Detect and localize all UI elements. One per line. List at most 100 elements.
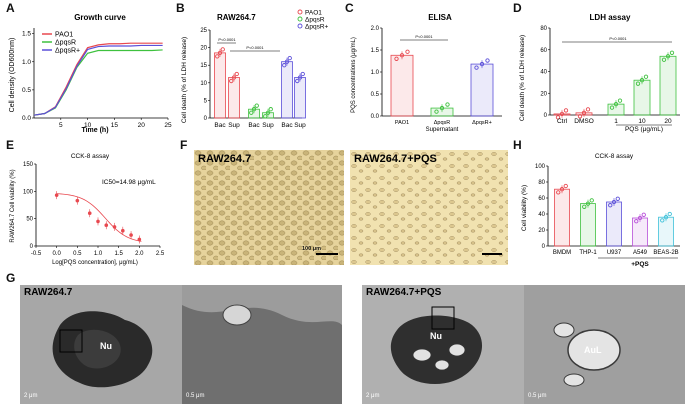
chart-a-xtick-label: 15	[111, 122, 119, 129]
tem-raw-nucleus-label: Nu	[100, 341, 112, 351]
chart-e-point	[87, 211, 92, 215]
chart-e-xtick-label: 1.0	[94, 251, 103, 257]
panel-letter-f: F	[180, 138, 188, 152]
chart-e-point	[54, 193, 59, 197]
chart-c-ytick-label: 0.0	[371, 114, 380, 120]
chart-d-pvalue: P<0.0001	[609, 36, 627, 41]
chart-h-xlabel: +PQS	[631, 261, 649, 268]
chart-b-category-label: Sup	[262, 122, 274, 129]
chart-e-point	[104, 223, 109, 228]
tem-raw-label: RAW264.7	[24, 287, 73, 298]
chart-b-dot	[220, 47, 225, 52]
chart-b-dot	[254, 103, 259, 108]
chart-b-category-label: Sup	[294, 122, 306, 129]
chart-e-xtick-label: -0.5	[31, 251, 42, 257]
chart-d-dot	[577, 114, 583, 119]
tem-pqs-zoom: AuL 0.5 μm	[524, 285, 685, 404]
chart-a-title: Growth curve	[74, 13, 126, 22]
chart-b-ylabel: Cell death (% of LDH release)	[181, 37, 188, 123]
chart-e-ytick-label: 50	[26, 217, 33, 223]
chart-b-dot	[234, 71, 239, 77]
chart-c-dot	[485, 58, 490, 63]
chart-c-ytick-label: 2.0	[371, 26, 380, 32]
chart-c-xlabel: Supernatant	[426, 127, 459, 133]
chart-d-category-label: DMSO	[574, 118, 594, 125]
chart-a-xtick-label: 25	[164, 122, 172, 129]
chart-h-bar	[554, 188, 570, 247]
chart-e-xtick-label: 1.5	[114, 251, 123, 257]
chart-h-ytick-label: 40	[538, 212, 545, 218]
chart-c-category-label: ΔpqsR+	[472, 120, 492, 126]
tem-raw-zoom-scale: 0.5 μm	[186, 393, 205, 399]
chart-b-legend-swatch	[297, 9, 303, 15]
chart-h-ylabel: Cell viability (%)	[521, 185, 528, 231]
chart-e-point	[129, 233, 133, 237]
micrograph-raw-pqs-label: RAW264.7+PQS	[354, 153, 437, 165]
micrograph-raw-label: RAW264.7	[198, 153, 252, 165]
chart-a-ytick-label: 0.0	[22, 115, 31, 122]
chart-h-category-label: A549	[633, 250, 648, 256]
chart-b-legend-swatch	[297, 23, 303, 29]
chart-b-dot	[295, 78, 300, 84]
chart-d-xlabel: PQS (μg/mL)	[625, 126, 663, 133]
chart-e-ic50: IC50=14.98 μg/mL	[102, 179, 156, 186]
chart-a-series-line	[33, 44, 163, 116]
chart-d-ytick-label: 20	[540, 91, 547, 97]
chart-c-dot	[474, 65, 479, 70]
chart-h-dot	[563, 183, 568, 189]
chart-d-dot	[669, 50, 675, 55]
elisa-chart: ELISA PQS concentrations (μg/mL) Superna…	[351, 13, 502, 133]
chart-a-legend-label: ΔpqsR+	[55, 48, 80, 55]
chart-e-ytick-label: 100	[23, 189, 34, 195]
chart-b-legend-swatch	[297, 16, 303, 22]
chart-b-bar	[228, 77, 240, 119]
chart-h-ytick-label: 60	[538, 196, 545, 202]
chart-d-dot	[643, 74, 649, 79]
chart-d-dot	[661, 57, 667, 62]
chart-b-dot	[229, 78, 234, 84]
chart-b-legend-label: ΔpqsR+	[305, 24, 329, 31]
scale-bar-label: 100 μm	[302, 246, 321, 252]
chart-b-ytick-label: 10	[200, 81, 207, 87]
chart-e-xlabel: Log[PQS concentration], μg/mL)	[52, 260, 138, 266]
chart-h-ytick-label: 80	[538, 180, 545, 186]
chart-b-dot	[282, 63, 287, 68]
chart-b-pvalue-1: P<0.0001	[218, 37, 236, 42]
chart-c-ytick-label: 0.5	[371, 92, 380, 98]
panel-letter-b: B	[176, 1, 185, 15]
tem-pqs-nucleus-label: Nu	[430, 331, 442, 341]
chart-h-category-label: BMDM	[553, 250, 571, 256]
panel-letter-e: E	[6, 138, 15, 152]
chart-d-category-label: 20	[664, 118, 672, 125]
cck8-cells-chart: CCK-8 assay Cell viability (%) +PQS 0 20 4…	[521, 153, 680, 268]
chart-c-title: ELISA	[428, 13, 452, 22]
chart-b-legend-label: PAO1	[305, 10, 322, 17]
chart-e-title: CCK-8 assay	[71, 153, 110, 160]
chart-a-xtick-label: 5	[59, 122, 63, 129]
chart-e-point	[75, 198, 80, 203]
chart-h-category-label: BEAS-2B	[653, 250, 678, 256]
ldh-assay-chart: LDH assay Cell death (% of LDH release) …	[519, 13, 680, 133]
tem-raw-overview: RAW264.7 Nu 2 μm	[20, 285, 182, 404]
chart-b-ytick-label: 15	[200, 63, 207, 69]
chart-e-xtick-label: 2.5	[156, 251, 165, 257]
chart-b-dot	[249, 110, 254, 115]
chart-d-ylabel: Cell death (% of LDH release)	[519, 35, 526, 121]
chart-h-dot	[582, 204, 587, 209]
chart-e-ylabel: RAW264.7 Cell viability (%)	[10, 169, 16, 242]
chart-d-dot	[563, 108, 569, 113]
chart-d-dot	[635, 81, 641, 86]
chart-b-ytick-label: 5	[204, 98, 208, 104]
growth-curve-chart: Growth curve Cell density (OD600nm) Time…	[9, 13, 172, 134]
chart-c-category-label: PAO1	[395, 120, 409, 126]
chart-c-ytick-label: 1.0	[371, 70, 380, 76]
chart-e-fit-curve	[56, 193, 142, 242]
panel-letter-h: H	[513, 138, 522, 152]
chart-d-ytick-label: 80	[540, 26, 547, 32]
chart-d-title: LDH assay	[590, 13, 631, 22]
chart-a-ytick-label: 1.0	[22, 59, 31, 66]
chart-h-dot	[634, 219, 639, 224]
chart-b-category-label: Sup	[228, 122, 240, 129]
cck8-raw-chart: CCK-8 assay RAW264.7 Cell viability (%) …	[10, 153, 165, 266]
chart-b-legend-label: ΔpqsR	[305, 17, 325, 24]
